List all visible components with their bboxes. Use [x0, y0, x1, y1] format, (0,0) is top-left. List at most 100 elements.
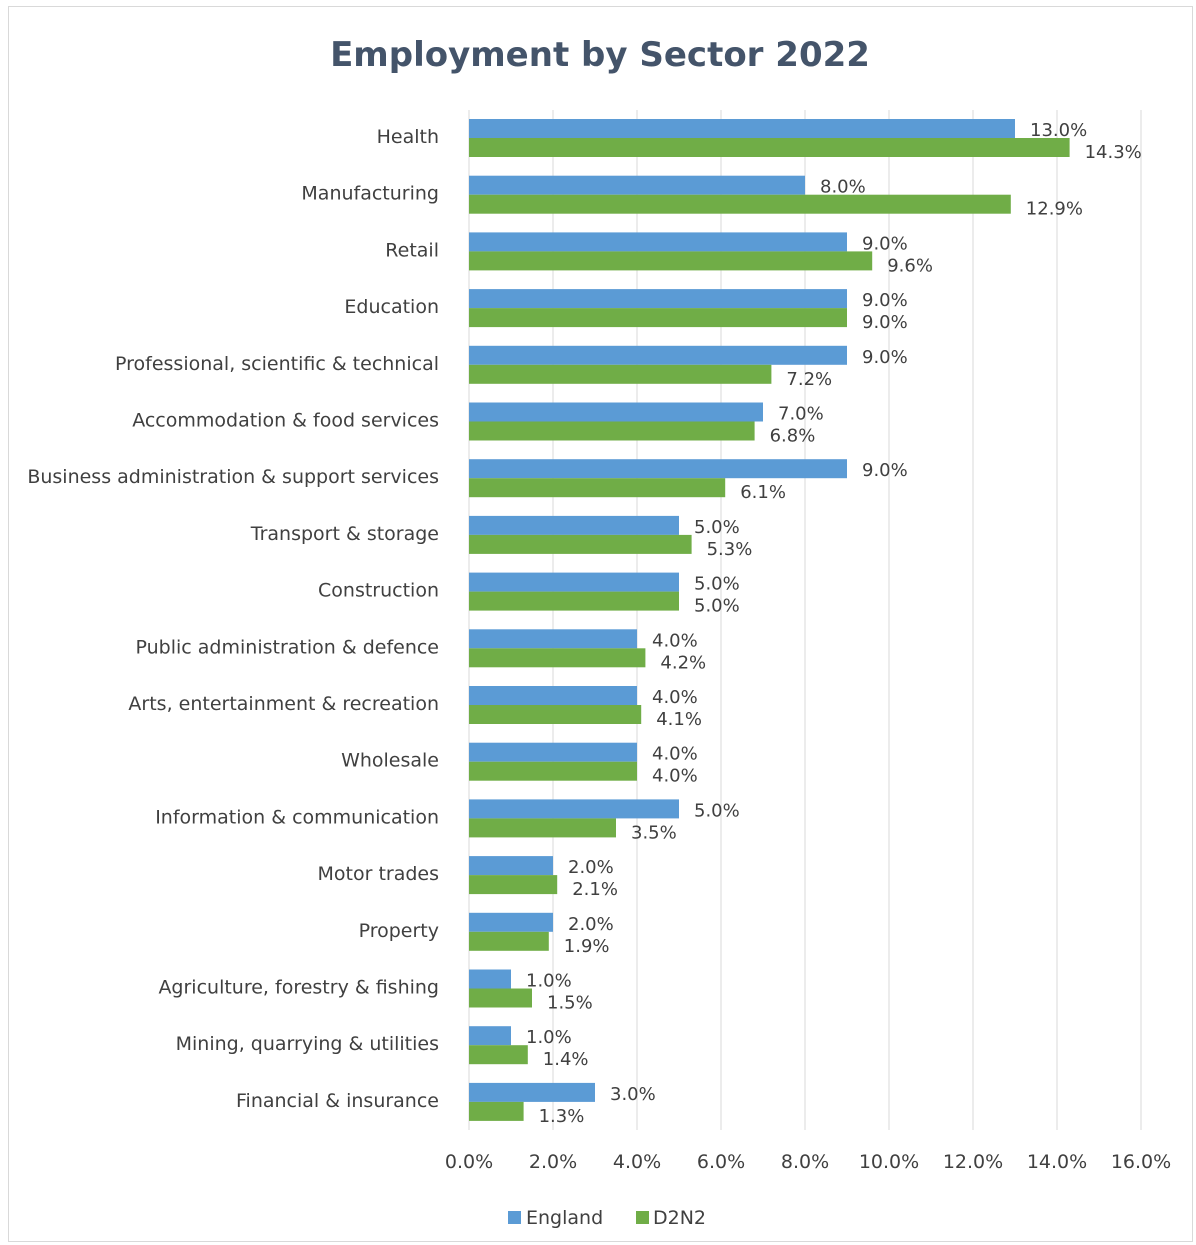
- bar-england: [469, 289, 847, 309]
- bar-d2n2: [469, 534, 692, 554]
- category-labels: Health Manufacturing Retail Education Profes…: [27, 126, 439, 1112]
- bar-d2n2: [469, 194, 1011, 214]
- data-label: 13.0%: [1030, 120, 1087, 141]
- data-label: 9.0%: [862, 347, 908, 368]
- data-label: 2.0%: [568, 857, 614, 878]
- bar-england: [469, 119, 1015, 138]
- data-label: 5.0%: [694, 517, 740, 538]
- x-tick-label: 16.0%: [1111, 1151, 1171, 1173]
- data-label: 9.0%: [862, 460, 908, 481]
- data-label: 3.5%: [631, 822, 677, 843]
- bar-d2n2: [469, 705, 642, 724]
- legend-swatch: [508, 1211, 521, 1224]
- data-label: 2.0%: [568, 914, 614, 935]
- bar-d2n2: [469, 648, 646, 668]
- category-label: Health: [377, 126, 439, 148]
- data-label: 1.5%: [547, 993, 593, 1014]
- bar-d2n2: [469, 591, 679, 611]
- category-label: Retail: [385, 239, 439, 261]
- data-label: 3.0%: [610, 1084, 656, 1105]
- bar-england: [469, 856, 553, 876]
- bar-d2n2: [469, 931, 549, 951]
- x-tick-label: 14.0%: [1027, 1151, 1087, 1173]
- gridlines: [468, 110, 1142, 1130]
- bar-d2n2: [469, 818, 616, 838]
- data-label: 14.3%: [1085, 142, 1142, 163]
- data-label: 4.0%: [652, 687, 698, 708]
- data-label: 6.1%: [740, 482, 786, 503]
- data-label: 2.1%: [572, 879, 618, 900]
- bar-d2n2: [469, 138, 1070, 157]
- bar-d2n2: [469, 478, 726, 498]
- x-tick-label: 6.0%: [697, 1151, 745, 1173]
- legend-label: England: [526, 1207, 603, 1229]
- bar-d2n2: [469, 251, 873, 271]
- category-label: Agriculture, forestry & fishing: [158, 977, 439, 999]
- data-labels: 13.0%14.3%8.0%12.9%9.0%9.6%9.0%9.0%9.0%7…: [526, 120, 1142, 1127]
- data-label: 4.0%: [652, 744, 698, 765]
- data-label: 7.0%: [778, 404, 824, 425]
- category-label: Financial & insurance: [236, 1090, 439, 1112]
- bar-d2n2: [469, 364, 772, 384]
- bar-d2n2: [469, 308, 847, 328]
- bar-england: [469, 402, 763, 422]
- data-label: 1.0%: [526, 971, 572, 992]
- category-label: Education: [344, 296, 439, 318]
- category-label: Information & communication: [155, 806, 439, 828]
- category-label: Motor trades: [318, 863, 440, 885]
- bar-england: [469, 345, 847, 365]
- category-label: Construction: [318, 580, 439, 602]
- data-label: 9.0%: [862, 312, 908, 333]
- data-label: 5.0%: [694, 596, 740, 617]
- data-label: 5.0%: [694, 800, 740, 821]
- category-label: Arts, entertainment & recreation: [128, 693, 439, 715]
- bar-england: [469, 232, 847, 252]
- category-label: Property: [359, 920, 439, 942]
- data-label: 4.1%: [656, 709, 702, 730]
- bar-england: [469, 459, 847, 479]
- legend-label: D2N2: [653, 1207, 706, 1229]
- chart-frame: [8, 6, 1193, 1242]
- data-label: 5.3%: [707, 539, 753, 560]
- x-tick-label: 2.0%: [529, 1151, 577, 1173]
- category-label: Business administration & support servic…: [27, 466, 439, 488]
- category-label: Public administration & defence: [136, 636, 439, 658]
- data-label: 1.9%: [564, 936, 610, 957]
- bar-england: [469, 1082, 595, 1102]
- data-label: 4.2%: [660, 652, 706, 673]
- bar-england: [469, 742, 637, 762]
- data-label: 5.0%: [694, 574, 740, 595]
- data-label: 9.0%: [862, 290, 908, 311]
- bars: [469, 119, 1070, 1121]
- category-label: Wholesale: [341, 750, 439, 772]
- data-label: 8.0%: [820, 177, 866, 198]
- bar-england: [469, 629, 637, 649]
- x-tick-label: 10.0%: [859, 1151, 919, 1173]
- x-axis-ticks: 0.0% 2.0% 4.0% 6.0% 8.0% 10.0% 12.0% 14.0% 16.0%: [445, 1151, 1171, 1173]
- legend: England D2N2: [508, 1207, 706, 1229]
- data-label: 1.4%: [543, 1049, 589, 1070]
- bar-england: [469, 799, 679, 819]
- bar-d2n2: [469, 1101, 524, 1121]
- data-label: 6.8%: [770, 426, 816, 447]
- category-label: Mining, quarrying & utilities: [176, 1033, 439, 1055]
- category-label: Professional, scientific & technical: [115, 353, 439, 375]
- legend-swatch: [636, 1211, 649, 1224]
- data-label: 9.6%: [887, 255, 933, 276]
- data-label: 12.9%: [1026, 199, 1083, 220]
- x-tick-label: 8.0%: [781, 1151, 829, 1173]
- x-tick-label: 12.0%: [943, 1151, 1003, 1173]
- data-label: 4.0%: [652, 766, 698, 787]
- data-label: 1.3%: [539, 1106, 585, 1127]
- bar-england: [469, 515, 679, 535]
- data-label: 7.2%: [786, 369, 832, 390]
- bar-england: [469, 572, 679, 592]
- bar-england: [469, 969, 511, 989]
- bar-d2n2: [469, 761, 637, 781]
- bar-d2n2: [469, 875, 558, 895]
- category-label: Manufacturing: [301, 183, 439, 205]
- category-label: Accommodation & food services: [132, 410, 439, 432]
- chart-title: Employment by Sector 2022: [330, 35, 870, 75]
- bar-d2n2: [469, 1045, 528, 1065]
